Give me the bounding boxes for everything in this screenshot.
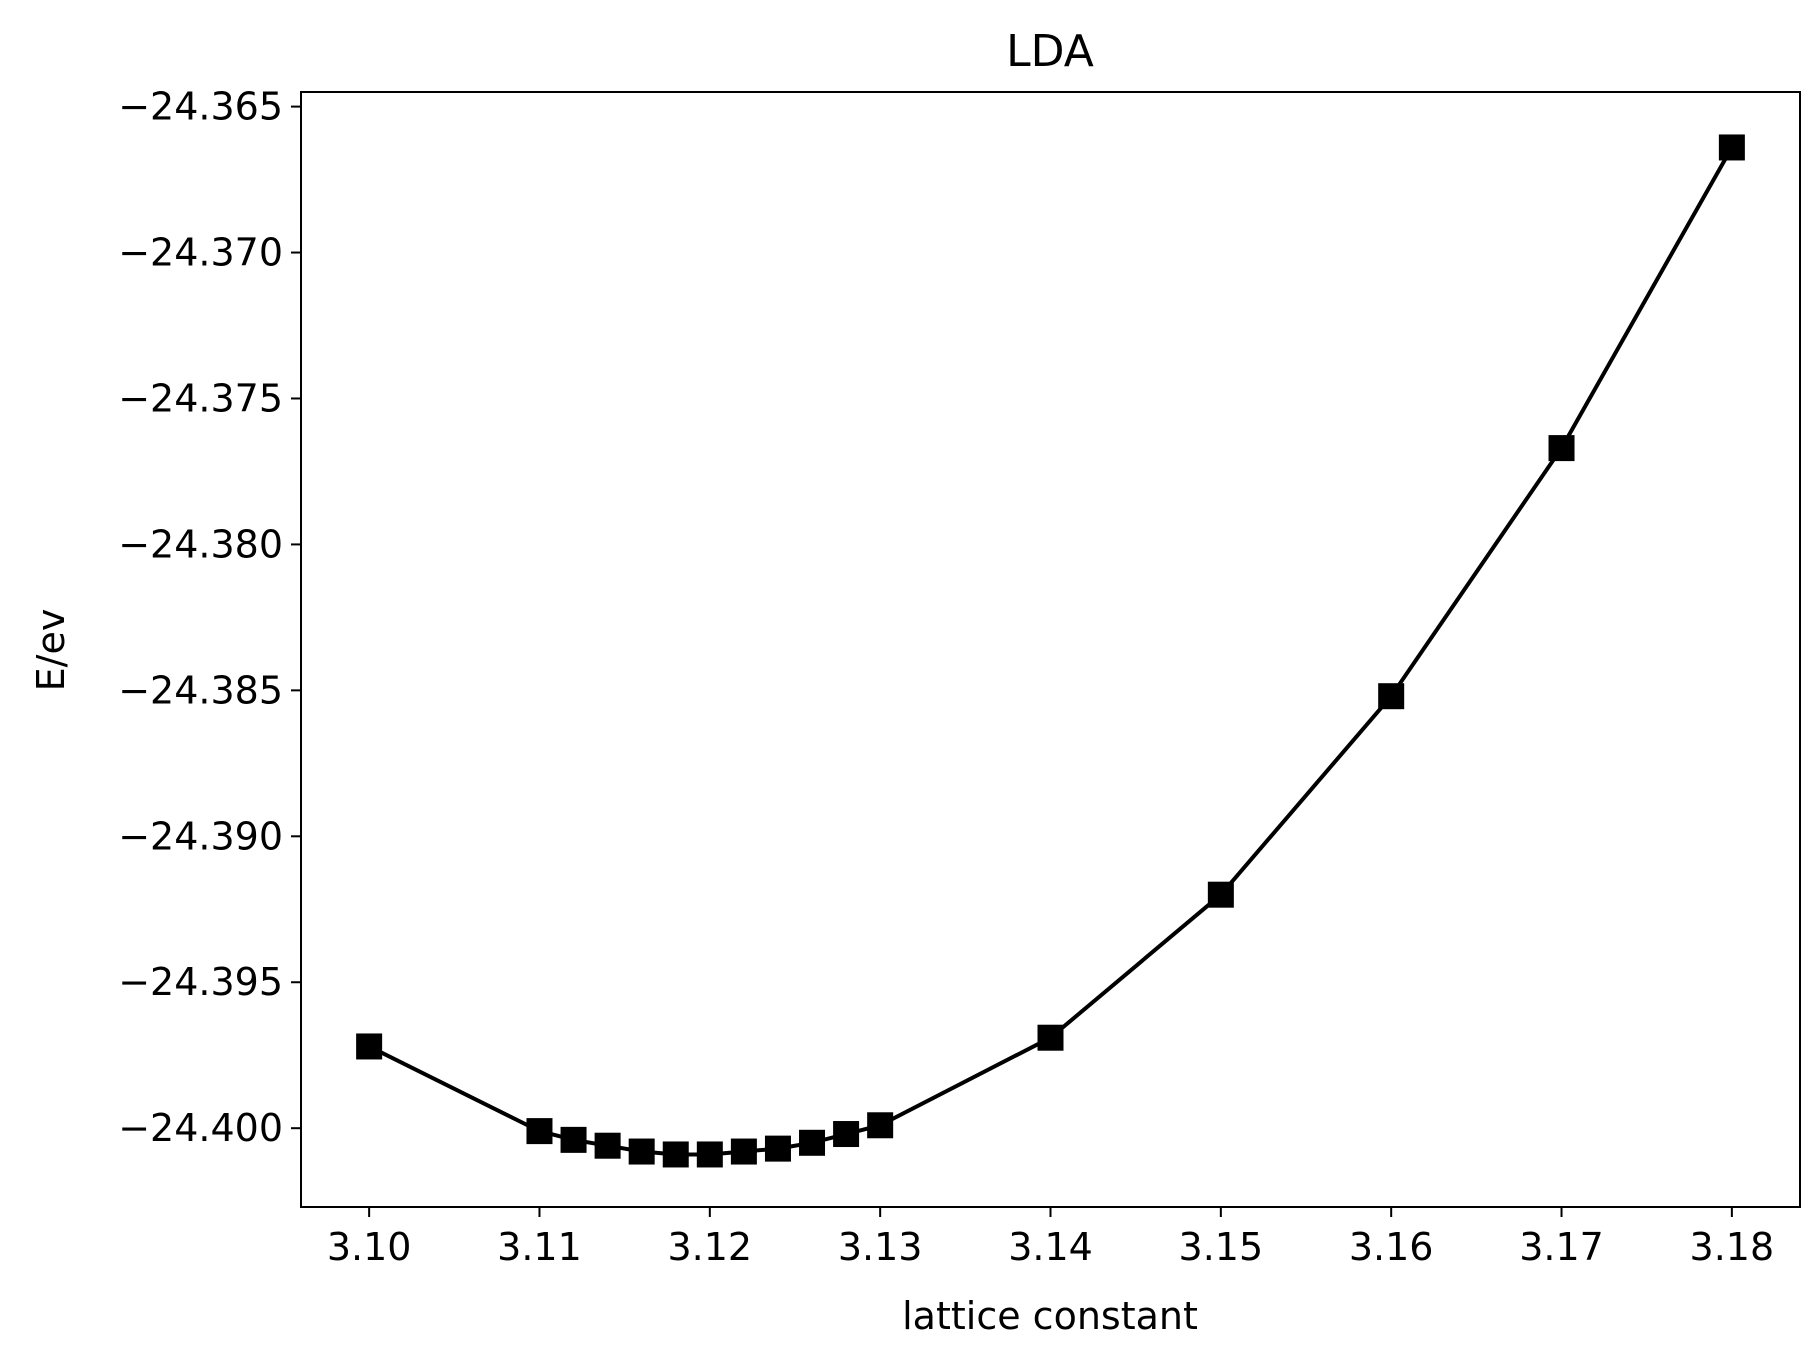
data-point-marker <box>1037 1024 1064 1051</box>
data-point-marker <box>764 1135 791 1162</box>
chart-title: LDA <box>1006 26 1094 77</box>
y-tick-label: −24.400 <box>118 1106 283 1150</box>
data-point-marker <box>1718 134 1745 161</box>
x-tick-label: 3.15 <box>1179 1225 1264 1269</box>
plot-series <box>356 134 1745 1168</box>
data-point-marker <box>833 1121 860 1148</box>
x-tick-label: 3.10 <box>327 1225 412 1269</box>
y-axis-label: E/ev <box>29 609 73 692</box>
data-point-marker <box>1548 435 1575 462</box>
data-point-marker <box>696 1141 723 1168</box>
x-tick-label: 3.17 <box>1519 1225 1604 1269</box>
data-point-marker <box>628 1138 655 1165</box>
y-tick-label: −24.380 <box>118 522 283 566</box>
x-tick-label: 3.12 <box>668 1225 753 1269</box>
y-axis-ticks: −24.365 −24.370 −24.375 −24.380 −24.385 −24.3… <box>118 85 301 1150</box>
y-tick-label: −24.365 <box>118 85 283 129</box>
y-tick-label: −24.385 <box>118 668 283 712</box>
data-point-marker <box>560 1126 587 1153</box>
x-tick-label: 3.13 <box>838 1225 923 1269</box>
data-point-marker <box>799 1129 826 1156</box>
data-point-marker <box>1378 683 1405 710</box>
data-point-marker <box>594 1132 621 1159</box>
x-axis-label: lattice constant <box>902 1294 1198 1338</box>
data-point-marker <box>356 1033 383 1060</box>
y-tick-label: −24.395 <box>118 960 283 1004</box>
data-point-marker <box>662 1141 689 1168</box>
y-tick-label: −24.375 <box>118 376 283 420</box>
data-point-marker <box>867 1112 894 1139</box>
data-point-marker <box>730 1138 757 1165</box>
data-point-marker <box>1207 881 1234 908</box>
x-tick-label: 3.14 <box>1008 1225 1093 1269</box>
x-axis-ticks: 3.10 3.11 3.12 3.13 3.14 3.15 3.16 3.17 3.18 <box>327 1207 1774 1269</box>
x-tick-label: 3.11 <box>497 1225 582 1269</box>
x-tick-label: 3.18 <box>1690 1225 1775 1269</box>
x-tick-label: 3.16 <box>1349 1225 1434 1269</box>
data-point-marker <box>526 1118 553 1145</box>
y-tick-label: −24.370 <box>118 231 283 275</box>
y-tick-label: −24.390 <box>118 814 283 858</box>
plot-frame <box>300 91 1801 1208</box>
